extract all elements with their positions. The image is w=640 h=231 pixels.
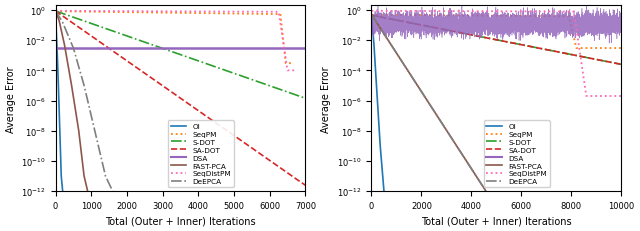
Legend: OI, SeqPM, S-DOT, SA-DOT, DSA, FAST-PCA, SeqDistPM, DeEPCA: OI, SeqPM, S-DOT, SA-DOT, DSA, FAST-PCA,…: [484, 121, 550, 187]
X-axis label: Total (Outer + Inner) Iterations: Total (Outer + Inner) Iterations: [105, 216, 256, 225]
Y-axis label: Average Error: Average Error: [321, 66, 332, 132]
X-axis label: Total (Outer + Inner) Iterations: Total (Outer + Inner) Iterations: [421, 216, 572, 225]
Legend: OI, SeqPM, S-DOT, SA-DOT, DSA, FAST-PCA, SeqDistPM, DeEPCA: OI, SeqPM, S-DOT, SA-DOT, DSA, FAST-PCA,…: [168, 121, 234, 187]
Y-axis label: Average Error: Average Error: [6, 66, 15, 132]
